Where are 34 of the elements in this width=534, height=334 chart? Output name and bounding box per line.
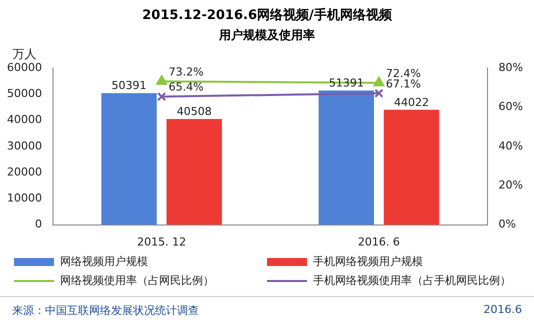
y-axis-title: 万人 [12,47,36,61]
chart-title: 2015.12-2016.6网络视频/手机网络视频 [141,6,393,24]
bar [101,93,157,225]
text: 2016.6 [484,303,522,318]
source-note: 来源：中国互联网络发展状况统计调查 [12,303,199,318]
y2-tick-label: 80% [498,60,524,74]
bar [166,118,222,225]
y-tick-label: 40000 [6,113,42,126]
data-label: 40508 [176,104,212,118]
y-tick-label: 20000 [6,165,42,178]
bar [318,90,374,225]
y-tick-label: 60000 [6,60,42,74]
y2-tick-label: 40% [498,139,524,152]
y-tick-label: 0 [34,218,42,231]
legend-label: 手机网络视频用户规模 [313,255,423,268]
y-tick-label: 30000 [6,139,42,152]
data-label: 50391 [112,79,147,92]
bar [384,110,440,225]
y-tick-label: 50000 [6,86,42,100]
data-label: 65.4% [168,80,204,94]
y2-tick-label: 60% [498,100,524,114]
x-tick-label: 2016. 6 [358,235,400,248]
chart-subtitle: 用户规模及使用率 [218,27,316,44]
data-label: 72.4% [386,66,421,80]
legend-label: 手机网络视频使用率（占手机网民比例） [313,274,511,287]
y2-tick-label: 0% [498,218,516,231]
y-tick-label: 10000 [6,192,42,205]
legend-label: 网络视频用户规模 [60,255,148,268]
data-label: 67.1% [386,77,421,90]
y2-tick-label: 20% [498,178,524,192]
x-tick-label: 2015. 12 [137,235,186,248]
legend-label: 网络视频使用率（占网民比例） [60,274,214,287]
data-label: 73.2% [168,65,204,78]
data-label: 44022 [394,96,430,109]
